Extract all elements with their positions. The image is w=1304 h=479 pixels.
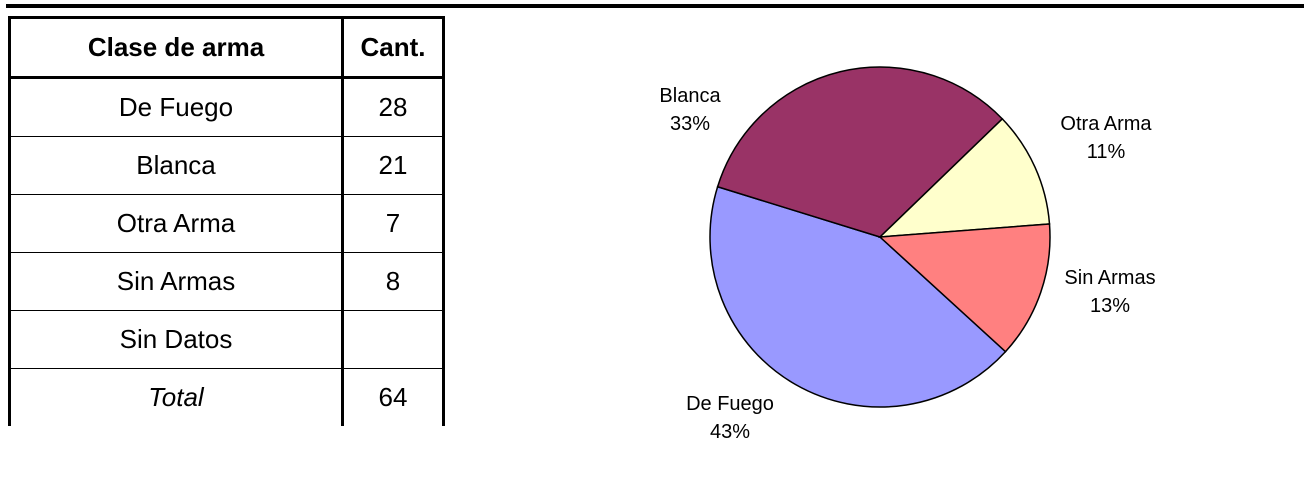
table-cell: Blanca: [9, 136, 344, 195]
table-row: Sin Armas 8: [9, 252, 445, 311]
table-cell: 8: [342, 252, 445, 311]
table-row: Sin Datos: [9, 310, 445, 369]
slice-value: 11%: [1087, 141, 1126, 163]
slice-value: 43%: [710, 421, 750, 443]
table-row: De Fuego 28: [9, 77, 445, 137]
table-cell: De Fuego: [9, 77, 344, 137]
slice-value: 13%: [1090, 295, 1130, 317]
top-rule: [6, 4, 1304, 8]
table-row: Total 64: [9, 368, 445, 426]
table-cell: [342, 310, 445, 369]
table-cell: Sin Datos: [9, 310, 344, 369]
table-row: Otra Arma 7: [9, 194, 445, 253]
pie-slice: [709, 185, 1007, 408]
table-cell: Total: [9, 368, 344, 426]
table: Clase de arma Cant. De Fuego 28 Blanca 21 Otra…: [8, 16, 445, 426]
pie-slice: [878, 223, 1051, 353]
table-cell: 64: [342, 368, 445, 426]
table-cell: 28: [342, 77, 445, 137]
slice-label: Blanca: [659, 85, 721, 107]
slice-label: Otra Arma: [1060, 113, 1152, 135]
table-cell: Sin Armas: [9, 252, 344, 311]
pie-slice: [716, 66, 1004, 238]
slice-value: 33%: [670, 113, 710, 135]
header-cell: Clase de arma: [9, 17, 344, 79]
table-cell: Otra Arma: [9, 194, 344, 253]
slice-label: Sin Armas: [1064, 267, 1155, 289]
slice-label: De Fuego: [686, 393, 774, 415]
pie-slice: [877, 117, 1051, 238]
header-cell: Cant.: [342, 17, 445, 79]
